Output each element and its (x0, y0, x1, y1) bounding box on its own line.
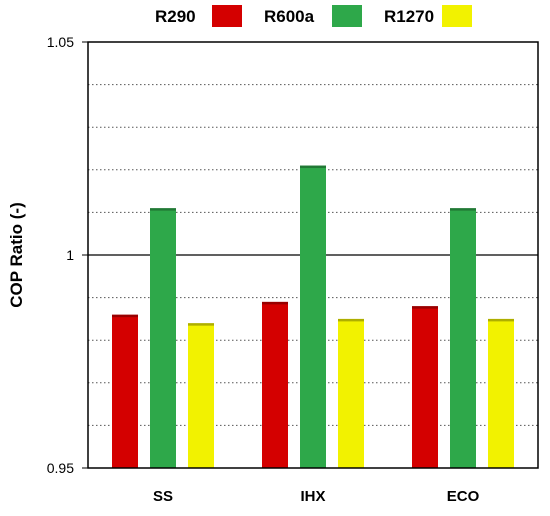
bar-ss-r290 (112, 314, 138, 468)
y-axis: 0.95 1 1.05 (47, 34, 88, 476)
bar-eco-r1270 (488, 318, 514, 468)
bar-fill (488, 318, 514, 468)
legend-item-r600a: R600a (264, 5, 362, 27)
bar-fill (300, 165, 326, 469)
x-tick-label: ECO (447, 488, 480, 505)
bar-fill (262, 301, 288, 468)
legend-label: R600a (264, 7, 315, 26)
bar-top-edge (488, 318, 514, 322)
bar-fill (150, 208, 176, 468)
bar-eco-r600a (450, 208, 476, 468)
legend-label: R1270 (384, 7, 434, 26)
bar-top-edge (188, 323, 214, 326)
y-tick-label: 0.95 (47, 460, 74, 476)
legend-item-r290: R290 (155, 5, 242, 27)
bar-fill (450, 208, 476, 468)
x-tick-label: IHX (300, 488, 325, 505)
legend-item-r1270: R1270 (384, 5, 472, 27)
bar-fill (188, 323, 214, 468)
bar-top-edge (112, 314, 138, 318)
legend-swatch (212, 5, 242, 27)
legend-label: R290 (155, 7, 196, 26)
y-axis-title: COP Ratio (-) (7, 202, 26, 307)
bar-fill (338, 318, 364, 468)
legend: R290 R600a R1270 (155, 5, 472, 27)
x-axis: SS IHX ECO (153, 488, 480, 505)
bar-ihx-r290 (262, 301, 288, 468)
y-tick-label: 1.05 (47, 34, 74, 50)
bar-top-edge (300, 165, 326, 169)
bar-ihx-r1270 (338, 318, 364, 468)
bar-fill (112, 314, 138, 468)
bar-top-edge (150, 208, 176, 211)
bar-top-edge (262, 301, 288, 305)
legend-swatch (442, 5, 472, 27)
bar-ss-r1270 (188, 323, 214, 468)
x-tick-label: SS (153, 488, 173, 505)
bar-top-edge (412, 306, 438, 309)
legend-swatch (332, 5, 362, 27)
bar-ihx-r600a (300, 165, 326, 469)
bar-top-edge (338, 318, 364, 322)
y-tick-label: 1 (66, 247, 74, 263)
bar-fill (412, 306, 438, 468)
bar-eco-r290 (412, 306, 438, 468)
bar-top-edge (450, 208, 476, 211)
bar-ss-r600a (150, 208, 176, 468)
bars (112, 165, 514, 469)
